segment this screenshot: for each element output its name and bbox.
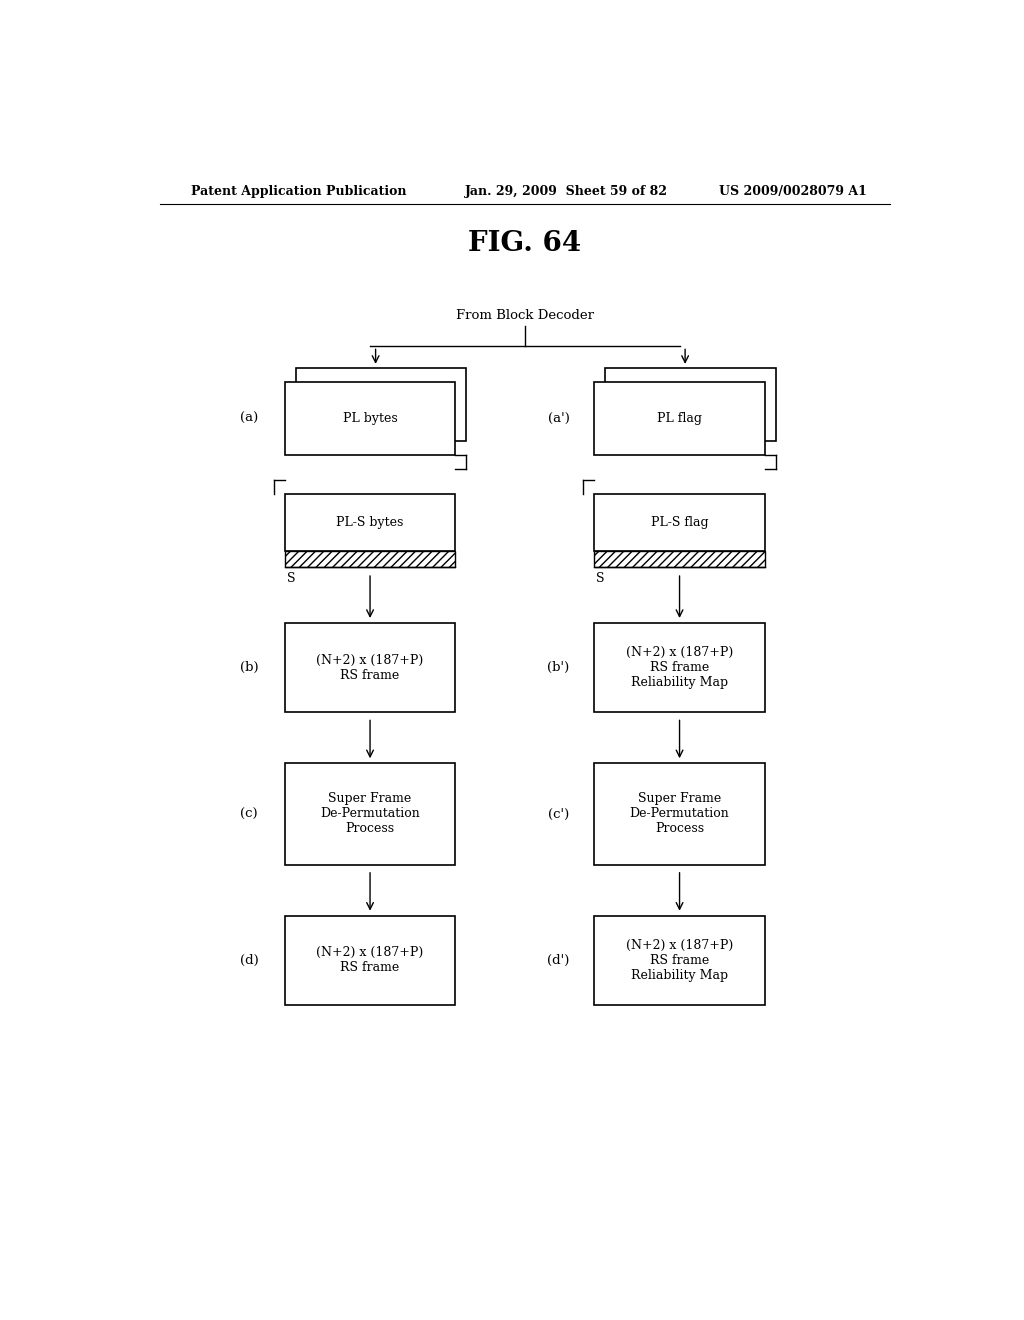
Bar xyxy=(285,763,456,865)
Bar xyxy=(285,916,456,1005)
Text: Patent Application Publication: Patent Application Publication xyxy=(191,185,407,198)
Text: (d): (d) xyxy=(240,954,258,966)
Text: (b): (b) xyxy=(240,661,258,675)
Bar xyxy=(594,623,765,713)
Text: (N+2) x (187+P)
RS frame
Reliability Map: (N+2) x (187+P) RS frame Reliability Map xyxy=(626,939,733,982)
Text: Jan. 29, 2009  Sheet 59 of 82: Jan. 29, 2009 Sheet 59 of 82 xyxy=(465,185,669,198)
Text: FIG. 64: FIG. 64 xyxy=(468,230,582,257)
Text: ⋮: ⋮ xyxy=(365,495,376,513)
Bar xyxy=(594,494,765,550)
Text: (a): (a) xyxy=(240,412,258,425)
Text: S: S xyxy=(596,572,605,585)
Text: (c): (c) xyxy=(241,808,258,821)
Text: (N+2) x (187+P)
RS frame: (N+2) x (187+P) RS frame xyxy=(316,653,424,681)
Text: (c'): (c') xyxy=(548,808,569,821)
Text: PL-S bytes: PL-S bytes xyxy=(336,516,403,529)
Text: PL bytes: PL bytes xyxy=(353,397,409,411)
Bar xyxy=(605,368,776,441)
Text: (b'): (b') xyxy=(548,661,569,675)
Bar xyxy=(594,550,765,568)
Text: ⋮: ⋮ xyxy=(674,495,685,513)
Text: PL flag: PL flag xyxy=(657,412,702,425)
Bar xyxy=(285,623,456,713)
Text: PL flag: PL flag xyxy=(669,397,713,411)
Bar xyxy=(285,494,456,550)
Bar xyxy=(285,381,456,455)
Bar xyxy=(594,381,765,455)
Text: Super Frame
De-Permutation
Process: Super Frame De-Permutation Process xyxy=(321,792,420,836)
Text: PL-S flag: PL-S flag xyxy=(650,516,709,529)
Bar xyxy=(594,763,765,865)
Text: PL bytes: PL bytes xyxy=(343,412,397,425)
Text: (a'): (a') xyxy=(548,412,569,425)
Text: US 2009/0028079 A1: US 2009/0028079 A1 xyxy=(719,185,867,198)
Bar xyxy=(285,550,456,568)
Text: (d'): (d') xyxy=(548,954,569,966)
Text: From Block Decoder: From Block Decoder xyxy=(456,309,594,322)
Text: (N+2) x (187+P)
RS frame
Reliability Map: (N+2) x (187+P) RS frame Reliability Map xyxy=(626,645,733,689)
Bar xyxy=(296,368,467,441)
Text: Super Frame
De-Permutation
Process: Super Frame De-Permutation Process xyxy=(630,792,729,836)
Text: S: S xyxy=(287,572,295,585)
Bar xyxy=(594,916,765,1005)
Text: (N+2) x (187+P)
RS frame: (N+2) x (187+P) RS frame xyxy=(316,946,424,974)
